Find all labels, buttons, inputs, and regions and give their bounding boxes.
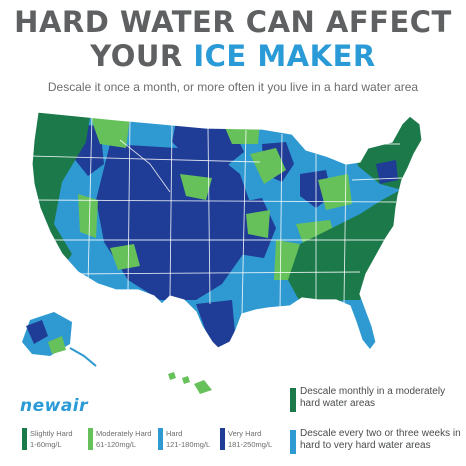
alaska-panhandle — [70, 348, 96, 366]
legend-text: Moderately Hard 61-120mg/L — [96, 428, 151, 450]
legend-text: Very Hard 181-250mg/L — [228, 428, 272, 450]
legend-range: 181-250mg/L — [228, 439, 272, 450]
legend-range: 1-60mg/L — [30, 439, 73, 450]
legend-text: Hard 121-180mg/L — [166, 428, 210, 450]
legend-slightly-hard: Slightly Hard 1-60mg/L — [22, 428, 73, 450]
legend-text: Slightly Hard 1-60mg/L — [30, 428, 73, 450]
hawaii-island-1 — [168, 372, 176, 380]
legend-range: 61-120mg/L — [96, 439, 151, 450]
legend-hard: Hard 121-180mg/L — [158, 428, 210, 450]
moderately-hard-missouri — [246, 210, 270, 238]
title-prefix: YOUR — [90, 39, 183, 73]
legend-moderately-hard: Moderately Hard 61-120mg/L — [88, 428, 151, 450]
newair-logo: newair — [20, 396, 88, 416]
very-hard-new-jersey — [376, 160, 398, 184]
legend-range: 121-180mg/L — [166, 439, 210, 450]
legend-label: Hard — [166, 428, 210, 439]
legend-swatch — [22, 428, 27, 450]
title-line-2: YOUR ICE MAKER — [0, 40, 466, 72]
subtitle: Descale it once a month, or more often i… — [0, 80, 466, 94]
hawaii-island-3 — [194, 380, 212, 394]
legend-swatch — [220, 428, 225, 450]
legend-label: Moderately Hard — [96, 428, 151, 439]
hawaii-region — [168, 372, 212, 394]
legend-label: Very Hard — [228, 428, 272, 439]
advice-monthly: Descale monthly in a moderately hard wat… — [290, 386, 466, 412]
advice-text: Descale monthly in a moderately hard wat… — [300, 386, 466, 410]
legend-swatch — [158, 428, 163, 450]
advice-swatch — [290, 388, 296, 412]
legend-very-hard: Very Hard 181-250mg/L — [220, 428, 272, 450]
advice-text: Descale every two or three weeks in hard… — [300, 428, 466, 452]
hard-florida — [344, 300, 378, 350]
hawaii-island-2 — [182, 376, 190, 384]
legend-swatch — [88, 428, 93, 450]
advice-swatch — [290, 430, 296, 454]
advice-frequent: Descale every two or three weeks in hard… — [290, 428, 466, 454]
title-line-1: HARD WATER CAN AFFECT — [0, 6, 466, 38]
legend-label: Slightly Hard — [30, 428, 73, 439]
us-hardness-map — [0, 104, 466, 394]
title-accent: ICE MAKER — [193, 39, 375, 73]
hardness-regions — [0, 104, 466, 394]
